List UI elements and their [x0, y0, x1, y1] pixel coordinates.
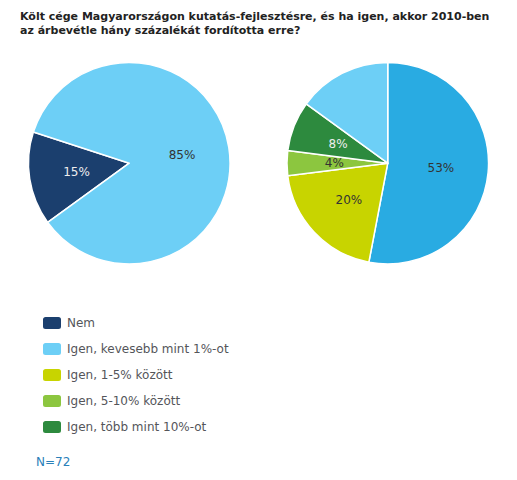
svg-text:Igen, 5-10% között: Igen, 5-10% között	[67, 394, 180, 408]
svg-text:53%: 53%	[428, 161, 455, 175]
svg-text:15%: 15%	[63, 165, 90, 179]
svg-text:85%: 85%	[169, 148, 196, 162]
svg-text:Igen, 1-5% között: Igen, 1-5% között	[67, 368, 173, 382]
svg-text:4%: 4%	[325, 156, 344, 170]
svg-text:N=72: N=72	[36, 455, 70, 469]
svg-text:Nem: Nem	[67, 316, 95, 330]
svg-text:Igen, több mint 10%-ot: Igen, több mint 10%-ot	[67, 420, 207, 434]
svg-text:az árbevétle hány százalékát f: az árbevétle hány százalékát fordította …	[20, 24, 300, 37]
svg-text:20%: 20%	[335, 193, 362, 207]
svg-text:Költ cége Magyarországon kutat: Költ cége Magyarországon kutatás-fejlesz…	[20, 10, 489, 23]
svg-text:Igen, kevesebb mint 1%-ot: Igen, kevesebb mint 1%-ot	[67, 342, 229, 356]
svg-text:8%: 8%	[329, 137, 348, 151]
